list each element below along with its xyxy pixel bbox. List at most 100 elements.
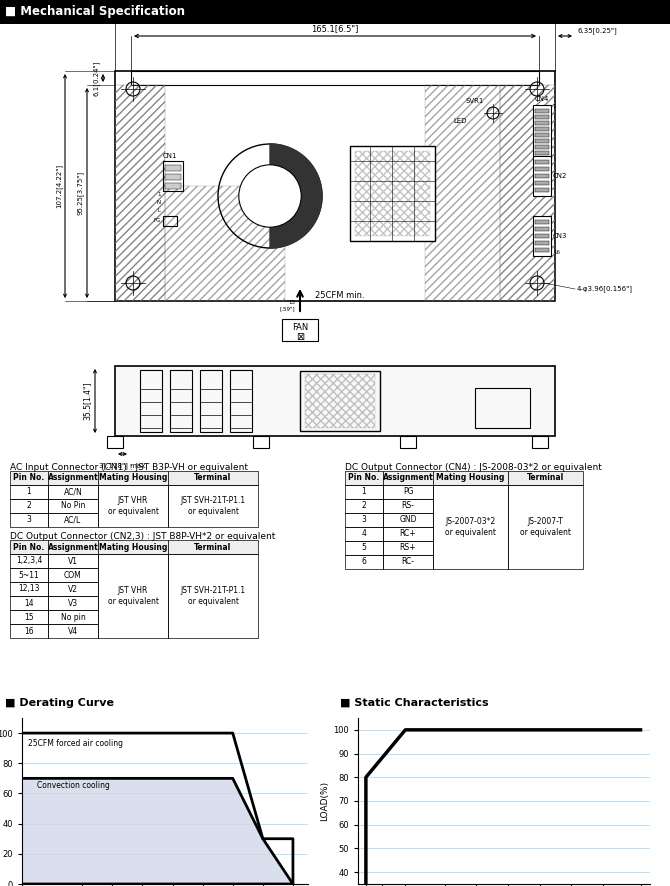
Text: ■ Static Characteristics: ■ Static Characteristics — [340, 698, 488, 708]
Text: 177.8[7"]: 177.8[7"] — [315, 9, 355, 18]
Text: CN2: CN2 — [553, 173, 567, 179]
Bar — [355, 151, 430, 236]
Bar — [10, 582, 48, 596]
Text: FG: FG — [153, 219, 161, 223]
Bar — [10, 554, 48, 568]
Text: JST VHR
or equivalent: JST VHR or equivalent — [107, 496, 159, 516]
Text: Assignment: Assignment — [48, 473, 98, 483]
Text: V2: V2 — [68, 585, 78, 594]
Bar — [168, 540, 258, 554]
Bar — [425, 85, 500, 301]
Bar — [535, 139, 549, 143]
Text: Terminal: Terminal — [527, 473, 564, 483]
Bar — [282, 319, 318, 341]
Bar — [200, 370, 222, 432]
Bar — [10, 513, 48, 527]
Text: 2: 2 — [362, 501, 366, 510]
Text: Assignment: Assignment — [383, 473, 433, 483]
Bar — [535, 234, 549, 238]
Circle shape — [239, 165, 302, 227]
Text: PG: PG — [403, 487, 413, 496]
Bar — [345, 499, 383, 513]
Bar — [535, 145, 549, 149]
Bar — [535, 115, 549, 119]
Bar — [433, 485, 508, 569]
Text: No Pin: No Pin — [61, 501, 85, 510]
Text: Mating Housing: Mating Housing — [98, 473, 168, 483]
Text: 1: 1 — [27, 487, 31, 496]
Bar — [345, 471, 383, 485]
Bar — [48, 499, 98, 513]
Bar — [115, 366, 555, 436]
Bar — [115, 71, 555, 301]
Text: Terminal: Terminal — [194, 542, 232, 551]
Bar — [535, 160, 549, 164]
Bar — [383, 513, 433, 527]
Bar — [98, 485, 168, 527]
Bar — [115, 85, 165, 301]
Bar — [300, 371, 380, 431]
Polygon shape — [270, 144, 322, 248]
Y-axis label: LOAD(%): LOAD(%) — [320, 781, 329, 821]
Text: CN4: CN4 — [535, 96, 549, 102]
Text: V4: V4 — [68, 626, 78, 635]
Bar — [10, 596, 48, 610]
Text: JS-2007-T
or equivalent: JS-2007-T or equivalent — [520, 517, 571, 537]
Bar — [400, 436, 416, 448]
Bar — [475, 388, 530, 428]
Bar — [163, 216, 177, 226]
Text: JST SVH-21T-P1.1
or equivalent: JST SVH-21T-P1.1 or equivalent — [180, 587, 246, 606]
Text: 95.25[3.75"]: 95.25[3.75"] — [77, 171, 84, 215]
Text: AC/L: AC/L — [64, 516, 82, 525]
Text: JST SVH-21T-P1.1
or equivalent: JST SVH-21T-P1.1 or equivalent — [180, 496, 246, 516]
Bar — [10, 499, 48, 513]
Text: 6.1[0.24"]: 6.1[0.24"] — [93, 60, 100, 96]
Text: 5: 5 — [362, 543, 366, 553]
Text: 107.2[4.22"]: 107.2[4.22"] — [55, 164, 62, 208]
Text: 35.5[1.4"]: 35.5[1.4"] — [83, 382, 92, 420]
Text: SVR1: SVR1 — [466, 98, 484, 104]
Text: Assignment: Assignment — [48, 542, 98, 551]
Bar — [107, 436, 123, 448]
Text: 15: 15 — [24, 612, 34, 621]
Bar — [165, 174, 181, 180]
Bar — [10, 471, 48, 485]
Text: 14: 14 — [24, 599, 34, 608]
Text: JST VHR
or equivalent: JST VHR or equivalent — [107, 587, 159, 606]
Text: 6: 6 — [362, 557, 366, 566]
Bar — [10, 540, 48, 554]
Text: GND: GND — [399, 516, 417, 525]
Text: 16: 16 — [24, 626, 34, 635]
Text: 25CFM min.: 25CFM min. — [315, 291, 364, 300]
Text: AC/N: AC/N — [64, 487, 82, 496]
Bar — [345, 541, 383, 555]
Text: Mating Housing: Mating Housing — [98, 542, 168, 551]
Bar — [48, 513, 98, 527]
Text: AC Input Connector (CN1) : JST B3P-VH or equivalent: AC Input Connector (CN1) : JST B3P-VH or… — [10, 463, 248, 472]
Bar — [48, 554, 98, 568]
Text: COM: COM — [64, 571, 82, 579]
Text: 1: 1 — [157, 192, 161, 197]
Bar — [508, 485, 583, 569]
Text: L: L — [158, 208, 161, 213]
Bar — [535, 109, 549, 113]
Bar — [163, 161, 183, 191]
Text: 3[.118"] max.: 3[.118"] max. — [98, 462, 147, 469]
Bar — [168, 554, 258, 638]
Bar — [535, 151, 549, 155]
Text: RS-: RS- — [401, 501, 415, 510]
Bar — [345, 555, 383, 569]
Text: 1: 1 — [552, 104, 555, 109]
Bar — [383, 471, 433, 485]
Text: 4: 4 — [362, 530, 366, 539]
Bar — [535, 188, 549, 192]
Text: Pin No.: Pin No. — [13, 542, 45, 551]
Text: 2: 2 — [27, 501, 31, 510]
Text: ⊠: ⊠ — [296, 332, 304, 342]
Bar — [48, 540, 98, 554]
Bar — [48, 596, 98, 610]
Text: RC+: RC+ — [400, 530, 416, 539]
Bar — [345, 527, 383, 541]
Bar — [48, 582, 98, 596]
Bar — [383, 527, 433, 541]
